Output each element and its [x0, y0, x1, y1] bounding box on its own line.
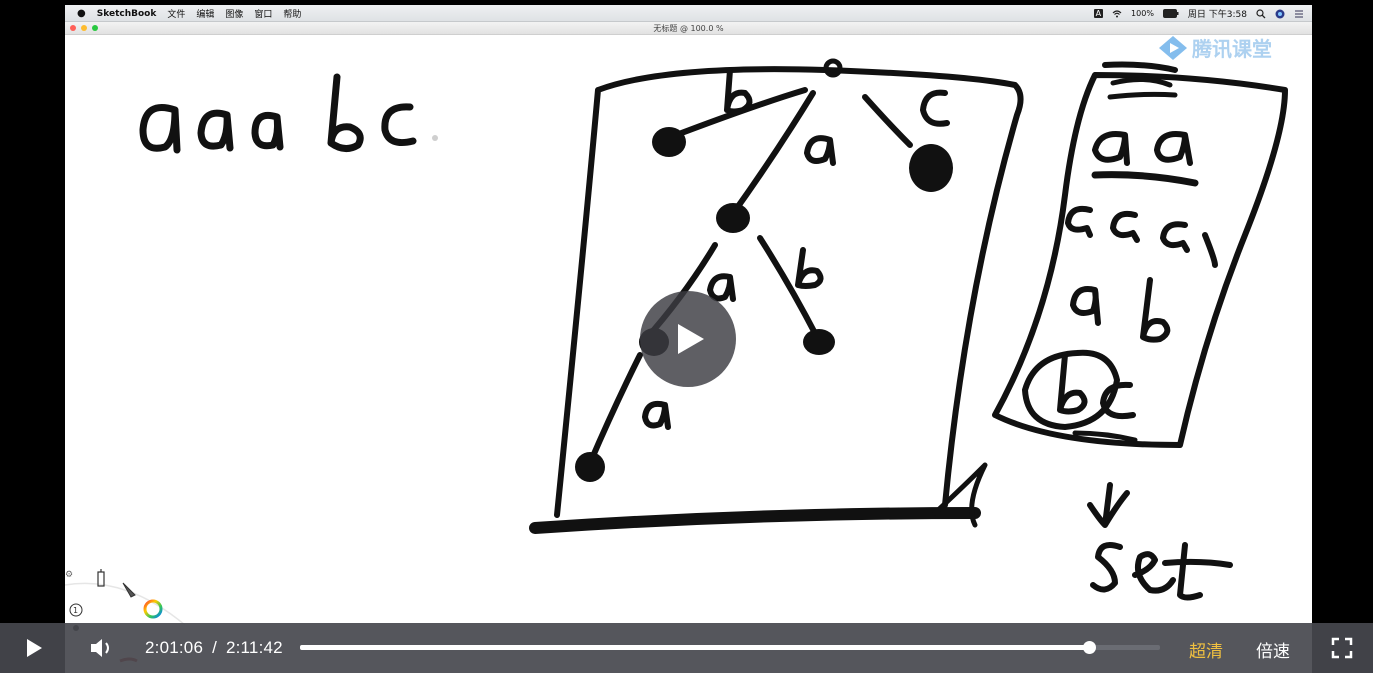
window-maximize-button: [92, 25, 98, 31]
player-control-bar: 2:01:06 / 2:11:42 超清 倍速: [0, 623, 1373, 673]
siri-icon: [1275, 9, 1285, 18]
edge-label-b-1: [724, 67, 753, 115]
playback-time: 2:01:06 / 2:11:42: [145, 638, 283, 658]
edge-label-a-3: [642, 400, 671, 430]
trie-leaf-nodes: [575, 127, 953, 482]
trie-node-a: [716, 203, 750, 233]
menu-window: 窗口: [254, 10, 273, 20]
window-close-button: [70, 25, 76, 31]
volume-icon: [91, 639, 102, 657]
window-minimize-button: [81, 25, 87, 31]
quality-button[interactable]: 超清: [1189, 642, 1223, 661]
toolbox-gear-icon: ⚙: [65, 570, 73, 580]
list-item-ab: [1070, 277, 1171, 343]
apple-icon: ●: [77, 7, 86, 19]
document-title: 无标题 @ 100.0 %: [653, 24, 724, 33]
spotlight-search-icon: [1256, 8, 1266, 18]
menu-help: 帮助: [283, 10, 302, 20]
volume-button[interactable]: [88, 635, 116, 661]
wifi-icon: [1112, 9, 1122, 17]
time-separator: /: [212, 638, 217, 657]
app-menu-name: SketchBook: [96, 8, 157, 19]
video-frame[interactable]: ● SketchBook 文件 编辑 图像 窗口 帮助 A 100%: [65, 5, 1312, 673]
menubar-clock: 周日 下午3:58: [1187, 10, 1247, 20]
edge-label-a-2: [707, 273, 736, 302]
progress-thumb[interactable]: [1082, 641, 1096, 654]
menu-edit: 编辑: [196, 10, 215, 20]
trie-node-c: [909, 144, 953, 192]
window-titlebar: 无标题 @ 100.0 %: [65, 22, 1312, 35]
handwritten-word-aaabc: [139, 73, 417, 154]
play-overlay-icon: [678, 324, 704, 354]
battery-percent: 100%: [1131, 9, 1154, 18]
play-overlay-button[interactable]: [640, 291, 736, 387]
menu-file: 文件: [167, 10, 186, 20]
list-item-bc-circled: [1022, 349, 1120, 430]
edge-label-a-1: [804, 135, 836, 166]
trie-container-outline: [554, 66, 1024, 518]
battery-icon: [1162, 9, 1179, 18]
mac-menubar: ● SketchBook 文件 编辑 图像 窗口 帮助 A 100%: [65, 5, 1312, 22]
progress-fill: [300, 645, 1089, 650]
handwritten-word-set: [1090, 542, 1233, 601]
brush-tool-icon: [97, 569, 105, 587]
drawing-canvas: [65, 35, 1312, 625]
progress-bar[interactable]: [300, 641, 1160, 654]
tencent-classroom-logo-icon: [1159, 35, 1187, 60]
play-button[interactable]: [22, 636, 46, 660]
input-source-badge: A: [1093, 9, 1104, 18]
trie-node-ab: [803, 329, 835, 355]
svg-text:1: 1: [73, 606, 78, 615]
total-time: 2:11:42: [225, 638, 283, 657]
trie-root-node: [823, 58, 843, 78]
layer-icon: [69, 603, 83, 617]
trie-node-b: [652, 127, 686, 157]
speed-button[interactable]: 倍速: [1256, 642, 1290, 661]
down-arrow: [1087, 482, 1130, 528]
list-item-aa: [1092, 131, 1193, 166]
color-wheel-icon: [143, 599, 163, 619]
fullscreen-button[interactable]: [1331, 637, 1353, 659]
play-icon: [27, 639, 42, 657]
trie-node-aaa: [575, 452, 605, 482]
menu-image: 图像: [225, 10, 244, 20]
trie-base-line: [529, 507, 981, 534]
current-time: 2:01:06: [145, 638, 204, 657]
edge-label-b-2: [795, 247, 824, 289]
handwritten-sketch: [139, 58, 1288, 601]
tencent-classroom-watermark: 腾讯课堂: [1158, 33, 1272, 62]
fullscreen-icon: [1331, 637, 1353, 659]
notification-center-icon: [1295, 10, 1303, 17]
pen-tool-icon: [122, 582, 136, 598]
list-item-aaa: [1065, 205, 1218, 268]
edge-label-c: [920, 89, 950, 127]
substring-list-outline: [992, 72, 1288, 448]
watermark-text: 腾讯课堂: [1192, 37, 1272, 61]
